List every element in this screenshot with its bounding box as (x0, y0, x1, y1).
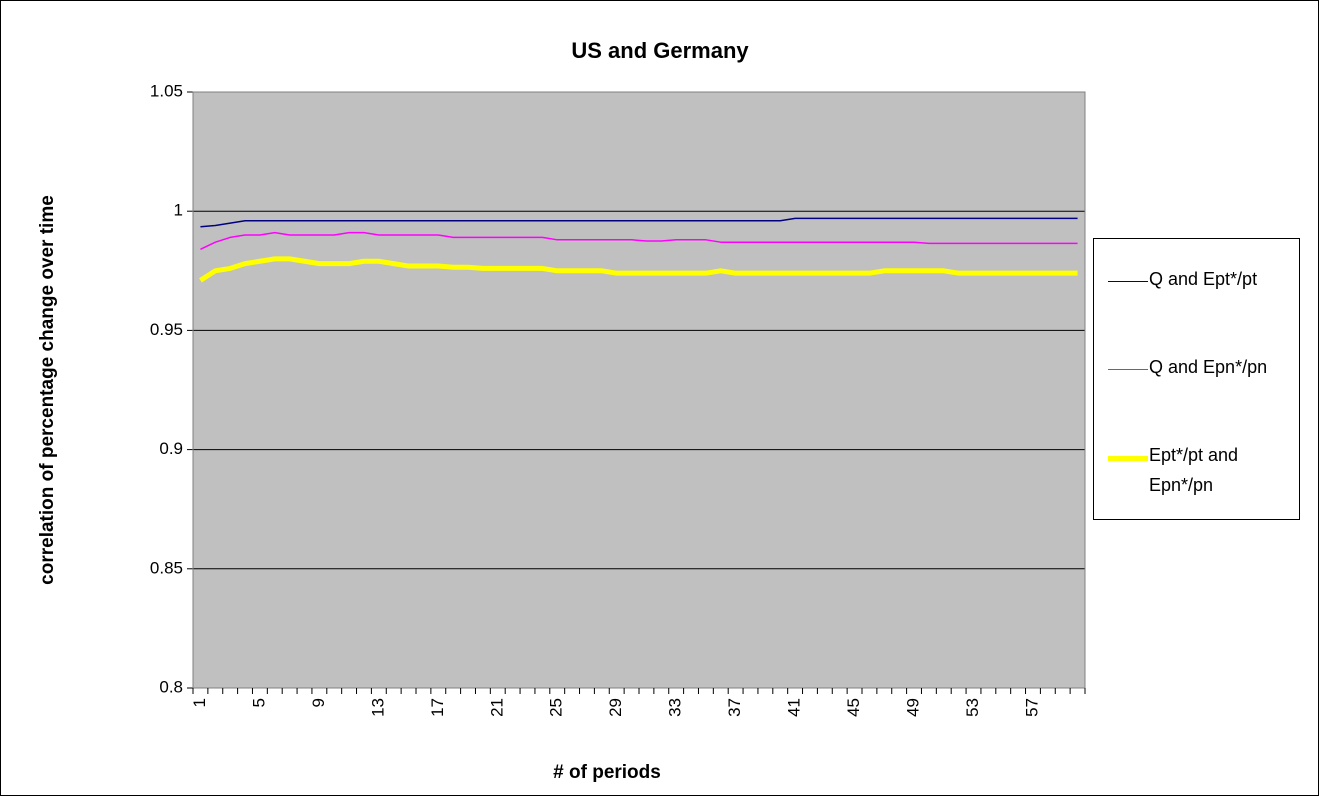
x-tick-label: 5 (249, 698, 268, 707)
legend-item: Q and Ept*/pt (1094, 264, 1299, 324)
y-tick-label: 0.8 (159, 677, 183, 696)
x-tick-label: 57 (1022, 698, 1041, 717)
legend-swatch (1108, 369, 1148, 371)
legend-item: Ept*/pt and Epn*/pn (1094, 440, 1299, 500)
legend-label: Ept*/pt and Epn*/pn (1149, 445, 1239, 495)
x-tick-label: 25 (547, 698, 566, 717)
y-tick-label: 0.9 (159, 439, 183, 458)
legend-label: Q and Ept*/pt (1149, 269, 1258, 289)
y-tick-label: 1 (174, 201, 183, 220)
x-tick-label: 33 (666, 698, 685, 717)
x-tick-label: 9 (309, 698, 328, 707)
series-line (200, 217, 1078, 228)
plot-area (193, 92, 1085, 688)
series-line (200, 231, 1078, 251)
legend-item: Q and Epn*/pn (1094, 352, 1299, 412)
chart-title: US and Germany (571, 38, 749, 63)
series-line (199, 256, 1078, 283)
x-tick-label: 49 (904, 698, 923, 717)
legend: Q and Ept*/pt Q and Epn*/pn Ept*/pt and Ep… (1093, 238, 1300, 520)
legend-swatch (1108, 281, 1148, 283)
y-tick-label: 1.05 (150, 81, 183, 100)
x-tick-label: 21 (487, 698, 506, 717)
x-tick-label: 45 (844, 698, 863, 717)
x-tick-label: 29 (606, 698, 625, 717)
x-tick-label: 41 (785, 698, 804, 717)
legend-swatch (1108, 455, 1148, 461)
x-tick-label: 53 (963, 698, 982, 717)
y-axis-title: correlation of percentage change over ti… (37, 195, 58, 585)
x-tick-label: 37 (725, 698, 744, 717)
x-axis-title: # of periods (553, 762, 661, 783)
y-tick-label: 0.85 (150, 558, 183, 577)
x-tick-label: 17 (428, 698, 447, 717)
legend-label: Q and Epn*/pn (1149, 357, 1268, 377)
x-tick-label: 13 (368, 698, 387, 717)
x-tick-label: 1 (190, 698, 209, 707)
y-tick-label: 0.95 (150, 320, 183, 339)
